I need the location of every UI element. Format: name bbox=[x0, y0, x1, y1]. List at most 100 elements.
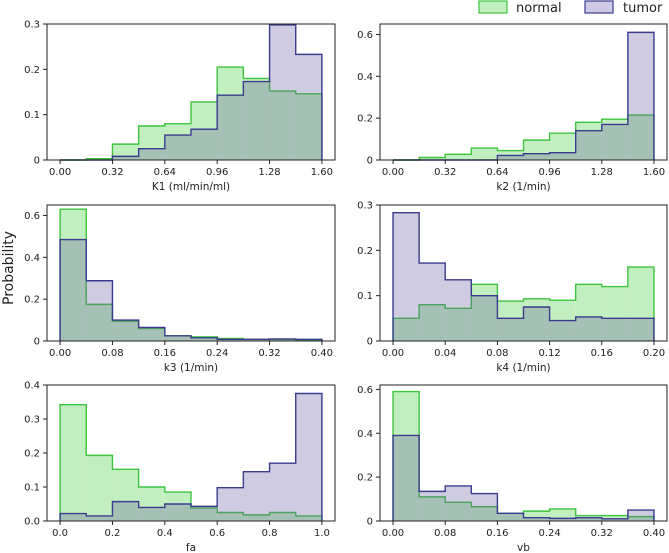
y-tick-label: 0.3 bbox=[24, 415, 40, 426]
x-tick-label: 0.00 bbox=[382, 528, 404, 539]
bar-normal bbox=[497, 513, 524, 521]
bar-normal bbox=[575, 122, 602, 160]
bar-normal bbox=[445, 308, 472, 341]
x-tick-label: 0.00 bbox=[382, 167, 404, 178]
series-normal bbox=[60, 66, 323, 161]
bar-normal bbox=[627, 115, 654, 160]
bar-tumor bbox=[217, 95, 244, 160]
y-tick-label: 0.2 bbox=[357, 246, 373, 257]
x-axis-label: vb bbox=[517, 542, 530, 553]
histogram-panel: 0.00 0.04 0.08 0.12 0.16 0.20 0 0.1 0.2 0.3 k4 (1/… bbox=[357, 201, 668, 374]
y-tick-label: 0.4 bbox=[357, 72, 373, 83]
x-tick-label: 0.32 bbox=[101, 167, 123, 178]
bar-tumor bbox=[191, 337, 218, 341]
y-tick-label: 0.1 bbox=[24, 483, 40, 494]
x-tick-label: 0.00 bbox=[49, 167, 71, 178]
bar-normal bbox=[269, 339, 296, 341]
x-tick-label: 1.0 bbox=[314, 528, 330, 539]
x-tick-label: 0.00 bbox=[49, 348, 71, 359]
bar-tumor bbox=[60, 239, 87, 341]
x-tick-label: 0.0 bbox=[52, 528, 68, 539]
x-tick-label: 0.08 bbox=[434, 528, 456, 539]
bar-tumor bbox=[601, 518, 628, 521]
bar-normal bbox=[601, 119, 628, 160]
legend-swatch-normal bbox=[478, 0, 508, 14]
bar-tumor bbox=[164, 135, 191, 160]
step-outline-tumor bbox=[59, 238, 323, 341]
bar-tumor bbox=[393, 435, 420, 521]
bar-tumor bbox=[269, 24, 296, 161]
bar-normal bbox=[217, 67, 244, 160]
series-normal bbox=[59, 404, 323, 521]
bar-normal bbox=[138, 328, 165, 341]
bar-normal bbox=[112, 469, 139, 521]
x-axis-label: k3 (1/min) bbox=[164, 362, 218, 374]
axes-frame bbox=[46, 204, 336, 342]
x-tick-label: 0.04 bbox=[434, 348, 456, 359]
bar-tumor bbox=[269, 338, 296, 341]
x-axis-label: fa bbox=[186, 542, 196, 553]
legend-label-tumor: tumor bbox=[623, 1, 663, 16]
x-tick-label: 0.16 bbox=[591, 348, 613, 359]
bar-tumor bbox=[112, 156, 139, 160]
histogram-panel: 0.00 0.08 0.16 0.24 0.32 0.40 0 0.2 0.4 0.6 vb bbox=[357, 384, 668, 553]
bar-tumor bbox=[601, 124, 628, 160]
bar-tumor bbox=[112, 320, 139, 341]
bar-tumor bbox=[575, 130, 602, 160]
axes-frame bbox=[46, 23, 336, 161]
series-tumor bbox=[392, 212, 655, 341]
bar-normal bbox=[523, 298, 550, 341]
bar-normal bbox=[243, 339, 270, 341]
bar-normal bbox=[419, 496, 446, 521]
bar-tumor bbox=[112, 501, 139, 521]
bar-tumor bbox=[295, 393, 322, 521]
series-tumor bbox=[59, 238, 323, 341]
bar-normal bbox=[138, 487, 165, 521]
bar-normal bbox=[60, 209, 87, 341]
bar-tumor bbox=[627, 510, 654, 521]
x-tick-label: 0.6 bbox=[209, 528, 225, 539]
bar-normal bbox=[549, 133, 576, 160]
series-tumor bbox=[392, 434, 655, 521]
series-tumor bbox=[393, 31, 655, 161]
histogram-panel: 0.00 0.32 0.64 0.96 1.28 1.60 0 0.2 0.4 0.6 k2 (1/… bbox=[357, 23, 668, 193]
bar-tumor bbox=[295, 339, 322, 341]
step-outline-normal bbox=[60, 66, 323, 161]
bar-tumor bbox=[549, 152, 576, 160]
x-tick-label: 0.24 bbox=[538, 528, 560, 539]
bar-tumor bbox=[243, 339, 270, 341]
legend-swatch-tumor bbox=[584, 0, 614, 14]
bar-tumor bbox=[164, 335, 191, 341]
bar-normal bbox=[295, 515, 322, 521]
bar-normal bbox=[295, 93, 322, 160]
bar-tumor bbox=[60, 513, 87, 521]
y-tick-label: 0.6 bbox=[357, 385, 373, 396]
y-tick-label: 0 bbox=[34, 156, 40, 167]
x-tick-label: 0.24 bbox=[206, 348, 228, 359]
x-tick-label: 0.40 bbox=[643, 528, 665, 539]
bar-normal bbox=[393, 318, 420, 341]
bar-tumor bbox=[86, 515, 113, 521]
y-tick-label: 0.4 bbox=[24, 381, 40, 392]
axes-frame bbox=[379, 204, 668, 342]
bar-tumor bbox=[497, 513, 524, 521]
bar-tumor bbox=[627, 318, 654, 341]
bar-normal bbox=[419, 157, 446, 160]
x-tick-label: 0.64 bbox=[154, 167, 176, 178]
x-tick-label: 0.20 bbox=[643, 348, 665, 359]
y-tick-label: 0.2 bbox=[24, 449, 40, 460]
x-axis-label: k2 (1/min) bbox=[496, 181, 550, 193]
x-tick-label: 0.12 bbox=[538, 348, 560, 359]
bar-normal bbox=[243, 514, 270, 521]
step-outline-normal bbox=[393, 114, 655, 161]
bar-tumor bbox=[217, 339, 244, 341]
series-tumor bbox=[60, 24, 323, 161]
bar-normal bbox=[471, 284, 498, 341]
bar-tumor bbox=[601, 318, 628, 341]
y-tick-label: 0.1 bbox=[24, 110, 40, 121]
bar-normal bbox=[86, 455, 113, 521]
x-tick-label: 0.08 bbox=[101, 348, 123, 359]
bar-tumor bbox=[523, 517, 550, 521]
bar-tumor bbox=[627, 32, 654, 160]
x-tick-label: 0.16 bbox=[486, 528, 508, 539]
